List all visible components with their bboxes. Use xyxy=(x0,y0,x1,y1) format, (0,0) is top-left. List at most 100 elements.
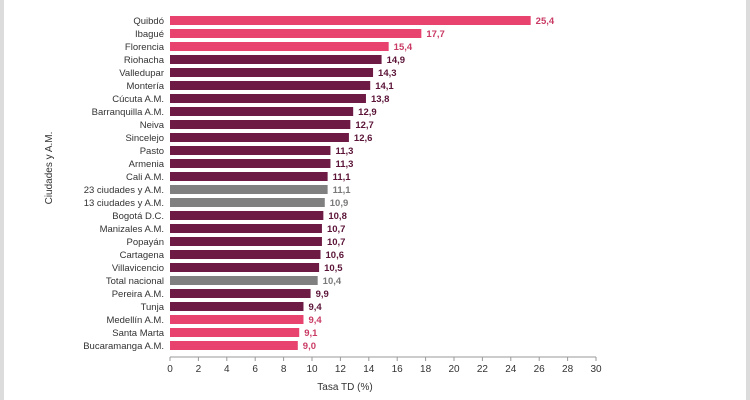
data-label: 9,4 xyxy=(308,302,322,313)
tick-label: 12 xyxy=(335,364,347,375)
tick-label: 20 xyxy=(448,364,460,375)
data-label: 10,8 xyxy=(328,211,347,222)
bar xyxy=(170,263,320,272)
category-label: Cali A.M. xyxy=(126,172,164,183)
tick-label: 4 xyxy=(224,364,230,375)
bar xyxy=(170,159,331,168)
data-label: 9,0 xyxy=(303,341,316,352)
category-label: Tunja xyxy=(141,302,165,313)
bar xyxy=(170,120,351,129)
bar xyxy=(170,94,366,103)
x-axis-label: Tasa TD (%) xyxy=(317,382,372,393)
data-label: 13,8 xyxy=(371,94,390,105)
category-label: Medellín A.M. xyxy=(106,315,164,326)
right-edge-strip xyxy=(746,0,750,400)
data-label: 9,1 xyxy=(304,328,318,339)
data-label: 10,7 xyxy=(327,237,346,248)
data-label: 10,9 xyxy=(330,198,349,209)
category-label: Total nacional xyxy=(106,276,164,287)
bar xyxy=(170,198,325,207)
data-label: 10,4 xyxy=(323,276,342,287)
bar xyxy=(170,250,321,259)
category-label: Valledupar xyxy=(119,68,164,79)
value-labels: 25,4 17,7 15,4 14,9 14,3 14,1 13,8 12,9 12,7 12,6… xyxy=(303,16,555,352)
data-label: 10,7 xyxy=(327,224,346,235)
category-label: Cúcuta A.M. xyxy=(112,94,164,105)
tick-label: 30 xyxy=(590,364,602,375)
category-label: Armenia xyxy=(129,159,165,170)
bars-group xyxy=(170,16,531,350)
data-label: 14,3 xyxy=(378,68,397,79)
bar xyxy=(170,16,531,25)
bar xyxy=(170,172,328,181)
category-label: Barranquilla A.M. xyxy=(92,107,164,118)
y-axis-label: Ciudades y A.M. xyxy=(44,132,55,205)
x-axis-ticks: 0 2 4 6 8 10 12 14 16 18 20 22 24 26 28 30 xyxy=(167,357,602,375)
tick-label: 2 xyxy=(196,364,202,375)
category-label: Villavicencio xyxy=(112,263,164,274)
bar xyxy=(170,42,389,51)
category-label: Florencia xyxy=(125,42,165,53)
category-label: Neiva xyxy=(140,120,165,131)
data-label: 14,9 xyxy=(387,55,406,66)
bar xyxy=(170,211,324,220)
bar xyxy=(170,341,298,350)
category-label: Bucaramanga A.M. xyxy=(83,341,164,352)
category-label: Bogotá D.C. xyxy=(112,211,164,222)
data-label: 12,7 xyxy=(355,120,374,131)
data-label: 25,4 xyxy=(536,16,555,27)
bar xyxy=(170,289,311,298)
bar xyxy=(170,276,318,285)
bar xyxy=(170,224,322,233)
bar xyxy=(170,146,331,155)
category-label: Manizales A.M. xyxy=(100,224,164,235)
tick-label: 18 xyxy=(420,364,432,375)
tick-label: 10 xyxy=(306,364,318,375)
data-label: 9,4 xyxy=(308,315,322,326)
data-label: 17,7 xyxy=(426,29,445,40)
category-label: Cartagena xyxy=(120,250,165,261)
category-label: Montería xyxy=(127,81,165,92)
tick-label: 16 xyxy=(392,364,404,375)
category-label: Riohacha xyxy=(124,55,165,66)
tick-label: 0 xyxy=(167,364,173,375)
category-label: Popayán xyxy=(126,237,164,248)
data-label: 14,1 xyxy=(375,81,394,92)
data-label: 11,1 xyxy=(333,172,352,183)
category-label: 13 ciudades y A.M. xyxy=(84,198,164,209)
data-label: 15,4 xyxy=(394,42,413,53)
category-label: Ibagué xyxy=(135,29,164,40)
tick-label: 6 xyxy=(252,364,258,375)
data-label: 11,1 xyxy=(333,185,352,196)
tick-label: 28 xyxy=(562,364,574,375)
left-edge-strip xyxy=(0,0,4,400)
data-label: 11,3 xyxy=(335,159,353,170)
category-label: Quibdó xyxy=(133,16,164,27)
tick-label: 26 xyxy=(534,364,546,375)
bar xyxy=(170,55,382,64)
bar xyxy=(170,302,304,311)
bar xyxy=(170,328,300,337)
category-label: Sincelejo xyxy=(125,133,164,144)
data-label: 11,3 xyxy=(335,146,353,157)
data-label: 9,9 xyxy=(316,289,329,300)
category-label: Pereira A.M. xyxy=(112,289,164,300)
category-labels: Quibdó Ibagué Florencia Riohacha Valledupar M… xyxy=(83,16,165,352)
data-label: 12,9 xyxy=(358,107,377,118)
tick-label: 24 xyxy=(505,364,517,375)
category-label: Santa Marta xyxy=(112,328,164,339)
bar xyxy=(170,185,328,194)
bar xyxy=(170,315,304,324)
category-label: 23 ciudades y A.M. xyxy=(84,185,164,196)
bar xyxy=(170,237,322,246)
data-label: 10,5 xyxy=(324,263,343,274)
bar xyxy=(170,29,422,38)
data-label: 10,6 xyxy=(326,250,345,261)
category-label: Pasto xyxy=(140,146,164,157)
data-label: 12,6 xyxy=(354,133,373,144)
bar xyxy=(170,81,371,90)
tick-label: 22 xyxy=(477,364,489,375)
bar xyxy=(170,133,349,142)
bar xyxy=(170,68,374,77)
